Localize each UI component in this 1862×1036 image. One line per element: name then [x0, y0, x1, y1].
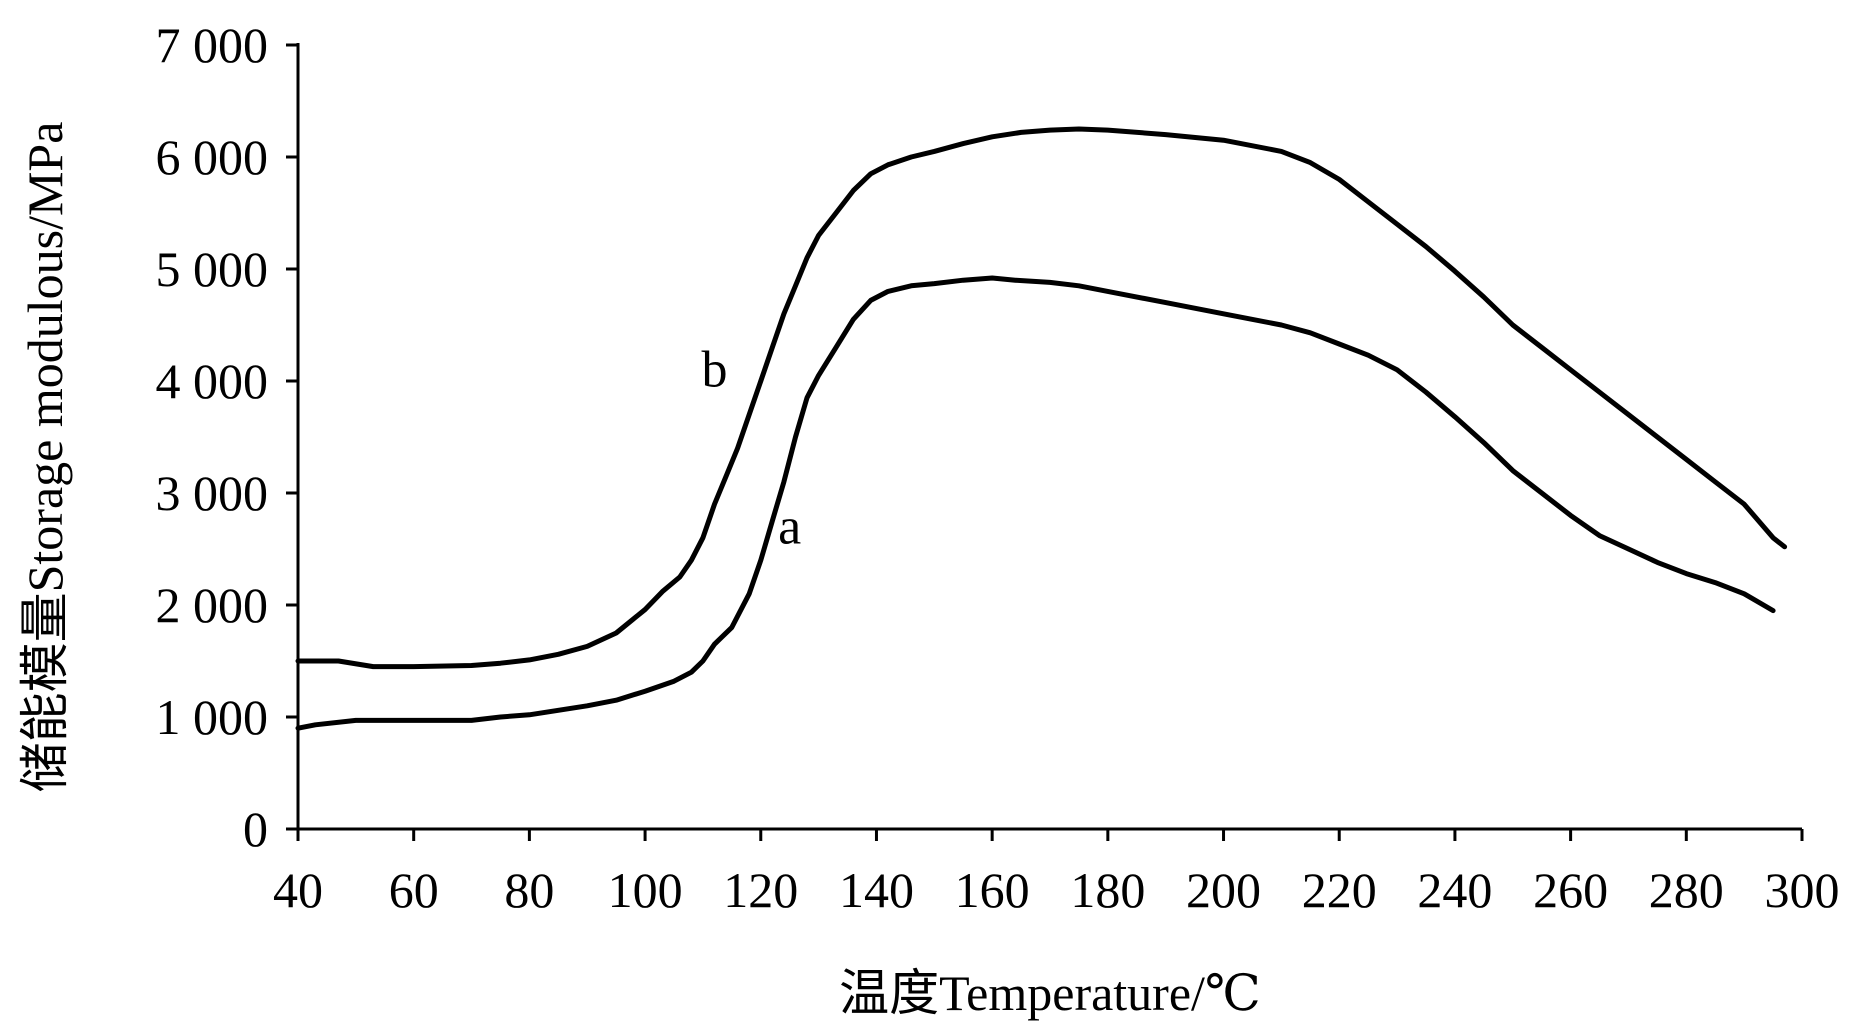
x-tick-label: 300 — [1765, 862, 1840, 918]
x-tick-label: 240 — [1417, 862, 1492, 918]
y-tick-label: 0 — [243, 801, 268, 857]
x-tick-label: 80 — [504, 862, 554, 918]
x-tick-label: 280 — [1649, 862, 1724, 918]
x-tick-label: 260 — [1533, 862, 1608, 918]
y-tick-label: 5 000 — [156, 241, 269, 297]
y-tick-label: 3 000 — [156, 465, 269, 521]
x-tick-label: 140 — [839, 862, 914, 918]
series-annotations: ab — [701, 342, 801, 556]
x-tick-label: 100 — [608, 862, 683, 918]
y-tick-label: 7 000 — [156, 17, 269, 73]
axes: 40 60 80 100 120 140 160 180 200 220 240 260 280 300 … — [156, 17, 1840, 918]
x-tick-label: 200 — [1186, 862, 1261, 918]
series-lines — [295, 126, 1788, 731]
y-tick-label: 6 000 — [156, 129, 269, 185]
y-tick-label: 4 000 — [156, 353, 269, 409]
x-tick-label: 60 — [389, 862, 439, 918]
y-tick-label: 2 000 — [156, 577, 269, 633]
x-tick-label: 160 — [955, 862, 1030, 918]
x-tick-label: 120 — [723, 862, 798, 918]
x-axis-title: 温度Temperature/℃ — [839, 965, 1261, 1021]
series-label-a: a — [778, 498, 801, 555]
x-tick-label: 220 — [1302, 862, 1377, 918]
y-tick-label: 1 000 — [156, 689, 269, 745]
series-line-b — [295, 126, 1788, 670]
x-ticks: 40 60 80 100 120 140 160 180 200 220 240 260 280 300 — [273, 829, 1840, 918]
series-line-a — [295, 275, 1776, 731]
series-label-b: b — [701, 342, 727, 399]
x-tick-label: 40 — [273, 862, 323, 918]
y-axis-title: 储能模量Storage modulous/MPa — [17, 122, 73, 793]
y-ticks: 0 1 000 2 000 3 000 4 000 5 000 6 000 7 000 — [156, 17, 298, 857]
x-tick-label: 180 — [1070, 862, 1145, 918]
